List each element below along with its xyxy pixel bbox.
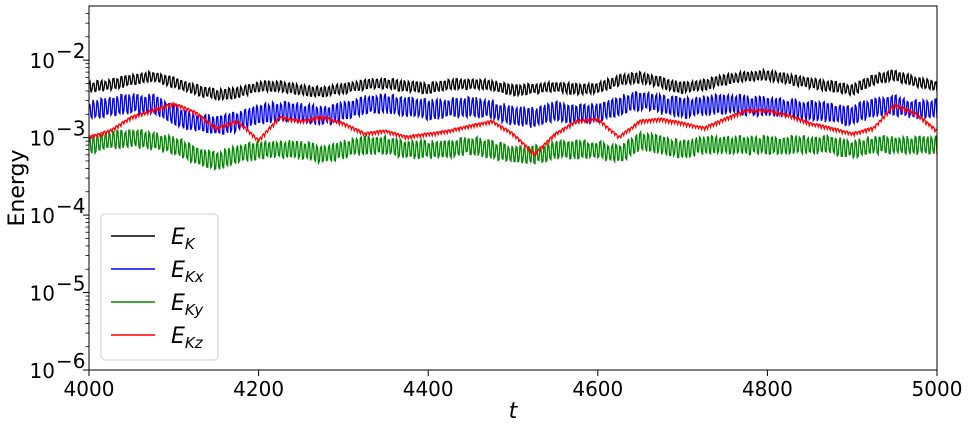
y-axis-label: Energy bbox=[5, 149, 30, 226]
x-axis: 4000 4200 4400 4600 4800 5000 bbox=[64, 370, 963, 401]
series-line-ky bbox=[88, 128, 938, 172]
y-tick-label: 10 bbox=[30, 49, 55, 73]
series-line-kz bbox=[88, 102, 938, 157]
y-tick-label: 10 bbox=[30, 282, 55, 306]
x-tick-label: 4600 bbox=[572, 377, 623, 401]
y-tick-exponent: −4 bbox=[56, 194, 85, 218]
y-tick-label: 10 bbox=[30, 127, 55, 151]
y-tick-exponent: −2 bbox=[56, 39, 85, 63]
plot-frame bbox=[88, 5, 938, 371]
y-tick-exponent: −3 bbox=[56, 117, 85, 141]
y-tick-label: 10 bbox=[30, 359, 55, 383]
x-axis-label: t bbox=[509, 399, 519, 424]
legend-label-k: EK bbox=[171, 225, 196, 253]
x-tick-label: 4800 bbox=[742, 377, 793, 401]
y-tick-exponent: −5 bbox=[56, 272, 85, 296]
x-tick-label: 4000 bbox=[64, 377, 115, 401]
legend-label-ky: EKy bbox=[171, 291, 204, 319]
x-tick-label: 5000 bbox=[912, 377, 963, 401]
series-layer bbox=[88, 67, 938, 172]
legend-label-kx: EKx bbox=[171, 258, 204, 286]
legend: EK EKx EKy EKz bbox=[100, 213, 219, 361]
y-axis: 10−610−510−410−310−2 bbox=[30, 13, 89, 383]
legend-box bbox=[100, 213, 219, 361]
x-tick-label: 4400 bbox=[403, 377, 454, 401]
legend-label-kz: EKz bbox=[171, 324, 204, 352]
y-tick-exponent: −6 bbox=[56, 349, 85, 373]
series-line-kx bbox=[88, 90, 938, 136]
series-line-k bbox=[88, 67, 938, 102]
x-tick-label: 4200 bbox=[233, 377, 284, 401]
y-tick-label: 10 bbox=[30, 204, 55, 228]
